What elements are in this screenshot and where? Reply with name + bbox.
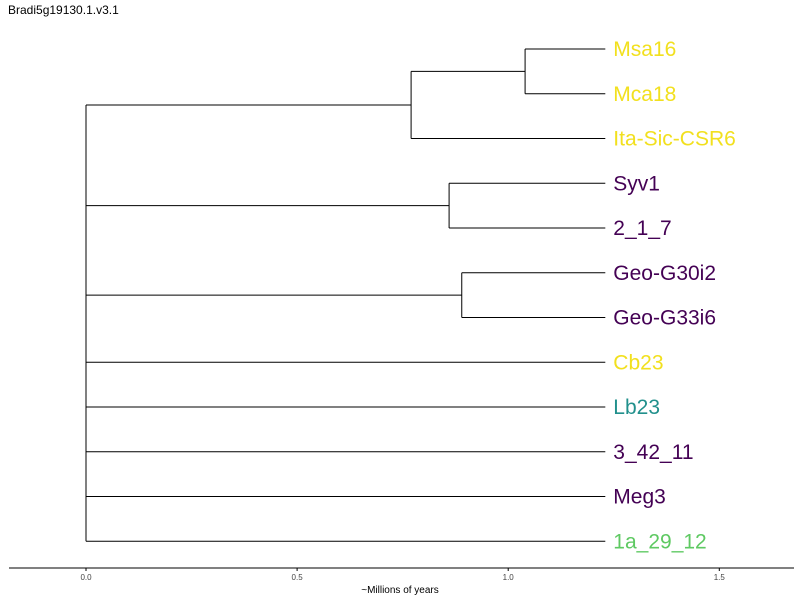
leaf-label: Syv1: [613, 172, 660, 195]
leaf-label: Ita-Sic-CSR6: [613, 128, 736, 151]
leaf-label: Meg3: [613, 486, 666, 509]
leaf-label: Msa16: [613, 38, 676, 61]
leaf-label: Cb23: [613, 351, 663, 374]
leaf-label: Geo-G30i2: [613, 262, 716, 285]
x-axis-label: ~Millions of years: [361, 585, 439, 596]
x-tick-label: 0.0: [80, 573, 92, 582]
x-tick-label: 1.0: [503, 573, 515, 582]
leaf-label: Lb23: [613, 396, 660, 419]
leaf-label: Geo-G33i6: [613, 307, 716, 330]
x-tick-label: 1.5: [714, 573, 726, 582]
figure-title: Bradi5g19130.1.v3.1: [8, 3, 119, 17]
x-tick-label: 0.5: [292, 573, 304, 582]
leaf-label: Mca18: [613, 83, 676, 106]
leaf-label: 1a_29_12: [613, 530, 706, 553]
leaf-label: 3_42_11: [613, 441, 693, 464]
leaf-label: 2_1_7: [613, 217, 671, 240]
